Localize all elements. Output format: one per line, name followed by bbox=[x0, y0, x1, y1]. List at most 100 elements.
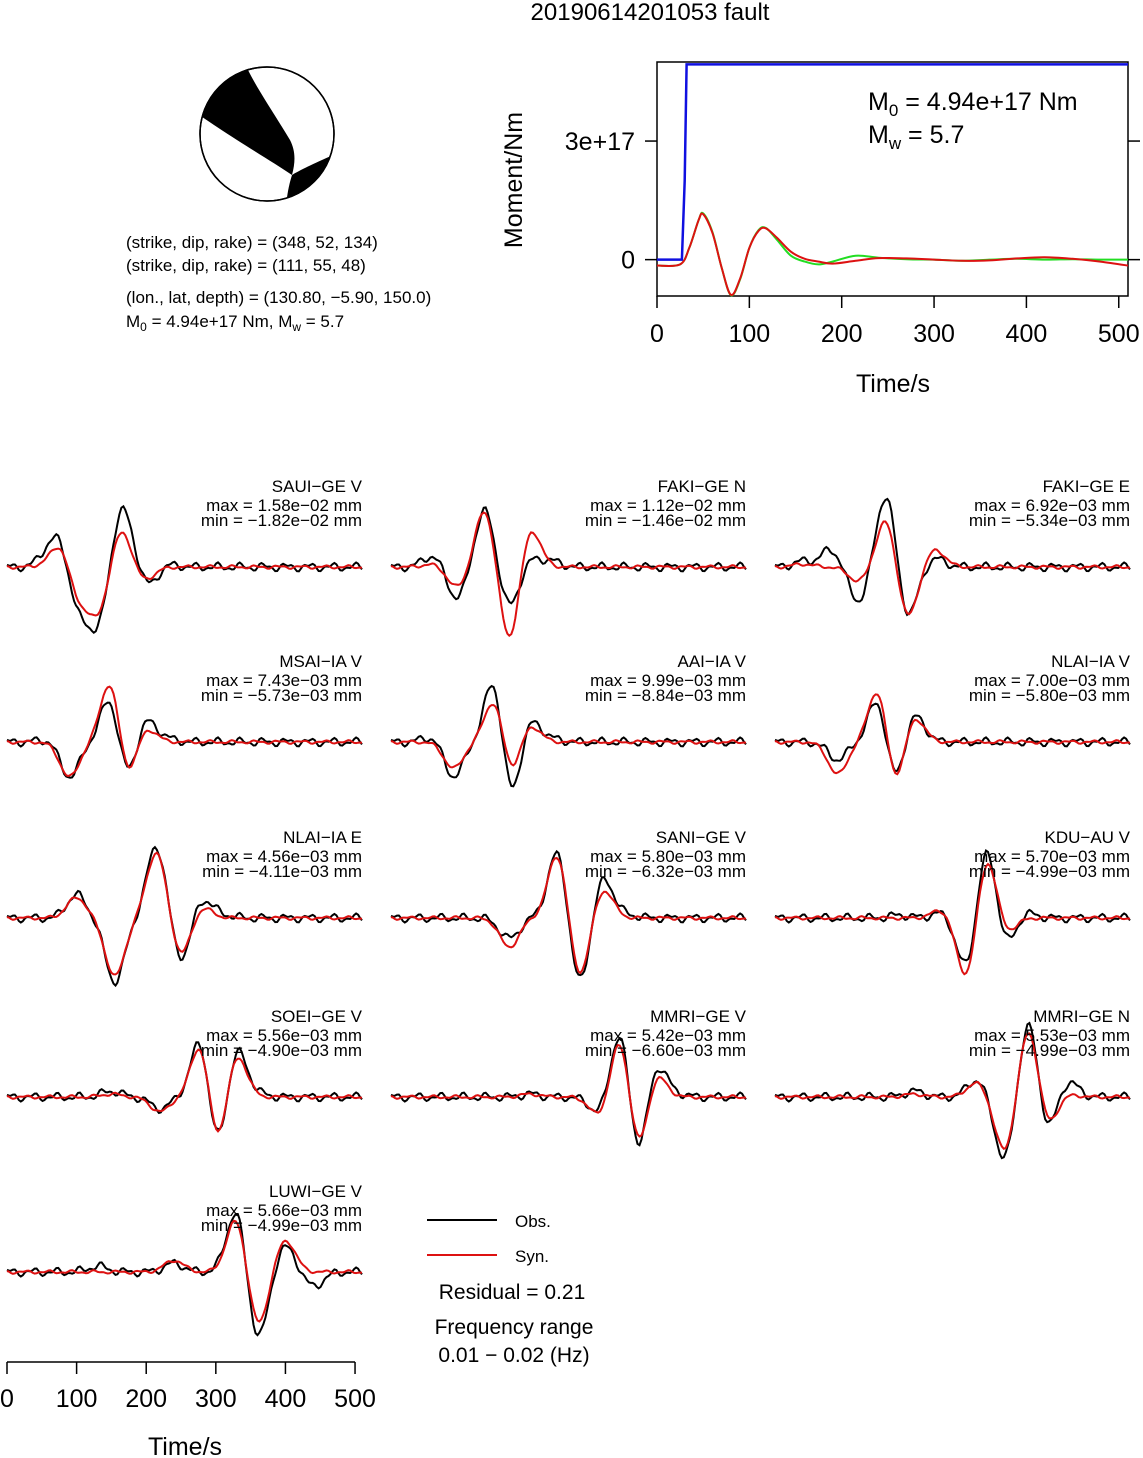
station-max: max = 4.56e−03 mm bbox=[206, 847, 362, 866]
station-max: max = 7.00e−03 mm bbox=[974, 671, 1130, 690]
station-max: max = 5.80e−03 mm bbox=[590, 847, 746, 866]
syn-trace bbox=[774, 693, 1131, 776]
moment-ytick-label-1: 3e+17 bbox=[565, 128, 635, 156]
moment-xtick-label-2: 200 bbox=[821, 320, 863, 348]
moment-mw-label: Mw = 5.7 bbox=[868, 121, 964, 153]
station-max: max = 1.58e−02 mm bbox=[206, 496, 362, 515]
syn-trace bbox=[390, 704, 747, 769]
syn-trace bbox=[6, 685, 363, 778]
moment-m0-label: M0 = 4.94e+17 Nm bbox=[868, 88, 1078, 120]
syn-trace bbox=[6, 1219, 363, 1323]
moment-xtick-label-4: 400 bbox=[1006, 320, 1048, 348]
moment-axis-ticks: 0 3e+17 0 100 200 300 400 500 bbox=[565, 128, 1140, 348]
time-xtick-label-5: 500 bbox=[334, 1385, 376, 1413]
moment-ytick-label-0: 0 bbox=[621, 247, 635, 275]
beachball bbox=[199, 66, 335, 202]
time-xtick-label-2: 200 bbox=[125, 1385, 167, 1413]
station-min: min = −4.99e−03 mm bbox=[969, 1041, 1130, 1060]
moment-xtick-label-5: 500 bbox=[1098, 320, 1140, 348]
station-min: min = −4.11e−03 mm bbox=[202, 862, 362, 881]
syn-trace bbox=[6, 531, 363, 617]
station-min: min = −6.60e−03 mm bbox=[585, 1041, 746, 1060]
station-max: max = 1.12e−02 mm bbox=[590, 496, 746, 515]
obs-trace bbox=[774, 1021, 1131, 1160]
syn-trace bbox=[6, 1048, 363, 1133]
station-min: min = −4.99e−03 mm bbox=[969, 862, 1130, 881]
time-xtick-label-0: 0 bbox=[0, 1385, 14, 1413]
syn-trace bbox=[390, 511, 747, 638]
moment-xtick-label-1: 100 bbox=[728, 320, 770, 348]
station-name: LUWI−GE V bbox=[269, 1182, 363, 1201]
frequency-range-label: Frequency range bbox=[435, 1316, 594, 1339]
moment-ylabel: Moment/Nm bbox=[500, 112, 528, 248]
station-min: min = −1.82e−02 mm bbox=[201, 511, 362, 530]
station-name: NLAI−IA E bbox=[283, 828, 362, 847]
moment-panel: 03e+170 100 200 300 400 500 M0 = 4.94e+17 Nm … bbox=[500, 61, 1140, 398]
obs-trace bbox=[6, 1213, 363, 1337]
event-moment-magnitude: M0 = 4.94e+17 Nm, Mw = 5.7 bbox=[126, 312, 344, 334]
legend-syn-label: Syn. bbox=[515, 1247, 549, 1266]
station-min: min = −5.73e−03 mm bbox=[201, 686, 362, 705]
station-max: max = 5.53e−03 mm bbox=[974, 1026, 1130, 1045]
legend: Obs. Syn. bbox=[427, 1212, 551, 1266]
station-name: MSAI−IA V bbox=[279, 652, 362, 671]
station-min: min = −4.90e−03 mm bbox=[201, 1041, 362, 1060]
waveform-time-axis: 0 100 200 300 400 500 bbox=[0, 1361, 376, 1413]
station-min: min = −6.32e−03 mm bbox=[585, 862, 746, 881]
station-name: MMRI−GE N bbox=[1033, 1007, 1130, 1026]
station-name: KDU−AU V bbox=[1045, 828, 1131, 847]
station-name: NLAI−IA V bbox=[1051, 652, 1131, 671]
figure-title: 20190614201053 fault bbox=[531, 0, 770, 26]
station-name: SOEI−GE V bbox=[271, 1007, 363, 1026]
syn-trace bbox=[774, 1032, 1131, 1151]
syn-trace bbox=[774, 862, 1131, 976]
station-max: max = 5.70e−03 mm bbox=[974, 847, 1130, 866]
moment-panel-frame bbox=[656, 61, 1129, 297]
event-location: (lon., lat, depth) = (130.80, −5.90, 150… bbox=[126, 288, 431, 307]
station-min: min = −1.46e−02 mm bbox=[585, 511, 746, 530]
time-xtick-label-3: 300 bbox=[195, 1385, 237, 1413]
station-max: max = 6.92e−03 mm bbox=[974, 496, 1130, 515]
time-xtick-label-1: 100 bbox=[56, 1385, 98, 1413]
nodal-plane-2: (strike, dip, rake) = (111, 55, 48) bbox=[126, 256, 366, 275]
cumulative-moment-line bbox=[657, 63, 1128, 261]
nodal-plane-1: (strike, dip, rake) = (348, 52, 134) bbox=[126, 233, 378, 252]
syn-trace bbox=[6, 851, 363, 976]
station-max: max = 5.66e−03 mm bbox=[206, 1201, 362, 1220]
station-name: MMRI−GE V bbox=[650, 1007, 747, 1026]
syn-trace bbox=[390, 1043, 747, 1138]
waveform-xlabel: Time/s bbox=[148, 1433, 222, 1458]
moment-xtick-label-0: 0 bbox=[650, 320, 664, 348]
frequency-range-value: 0.01 − 0.02 (Hz) bbox=[438, 1344, 589, 1367]
station-max: max = 9.99e−03 mm bbox=[590, 671, 746, 690]
moment-rate-alt-line bbox=[656, 212, 1129, 296]
legend-obs-label: Obs. bbox=[515, 1212, 551, 1231]
station-name: FAKI−GE E bbox=[1043, 477, 1130, 496]
station-max: max = 7.43e−03 mm bbox=[206, 671, 362, 690]
syn-trace bbox=[390, 856, 747, 975]
moment-xtick-label-3: 300 bbox=[913, 320, 955, 348]
station-name: FAKI−GE N bbox=[658, 477, 746, 496]
station-min: min = −8.84e−03 mm bbox=[585, 686, 746, 705]
station-min: min = −5.34e−03 mm bbox=[969, 511, 1130, 530]
residual-label: Residual = 0.21 bbox=[439, 1281, 586, 1304]
station-max: max = 5.42e−03 mm bbox=[590, 1026, 746, 1045]
station-name: AAI−IA V bbox=[677, 652, 746, 671]
station-max: max = 5.56e−03 mm bbox=[206, 1026, 362, 1045]
obs-trace bbox=[390, 1036, 747, 1147]
